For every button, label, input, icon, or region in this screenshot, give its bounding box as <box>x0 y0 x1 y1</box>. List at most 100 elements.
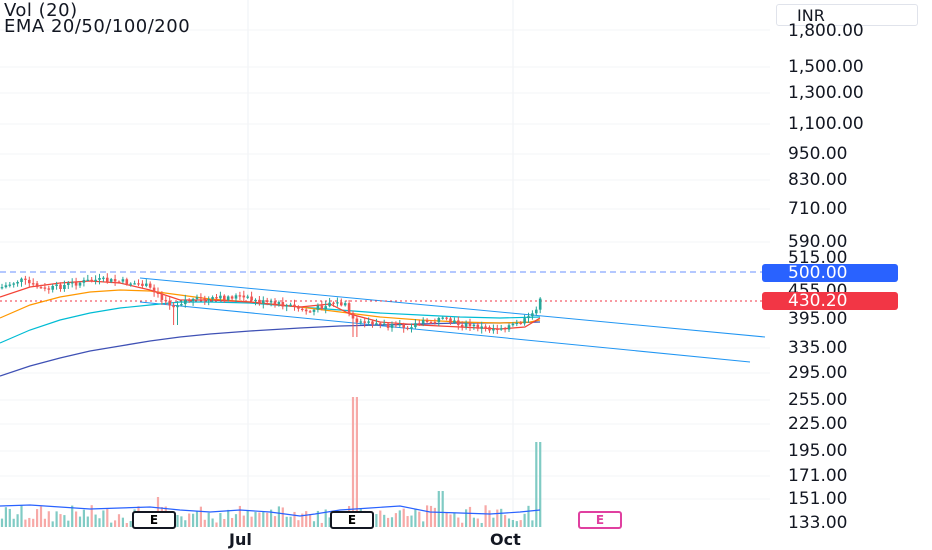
volume-bar <box>110 522 113 527</box>
price-tick: 255.00 <box>788 390 848 410</box>
candle-body <box>90 279 93 282</box>
volume-bar <box>102 510 105 527</box>
candle-body <box>20 278 23 282</box>
volume-bar <box>238 505 241 527</box>
candle-body <box>484 326 487 328</box>
volume-bar <box>258 512 261 527</box>
ema-100-line <box>0 301 541 344</box>
candle-body <box>457 320 460 325</box>
volume-bar <box>211 518 214 527</box>
ema-200-line <box>0 321 541 377</box>
candle-body <box>191 298 195 302</box>
candle-body <box>273 301 277 305</box>
volume-bar <box>86 516 89 527</box>
candle-body <box>113 279 117 282</box>
price-tick: 395.00 <box>788 309 848 329</box>
candle-body <box>367 321 370 323</box>
volume-bar <box>90 505 93 527</box>
candle-body <box>265 300 269 302</box>
volume-bar <box>215 522 218 527</box>
price-tick: 1,100.00 <box>788 114 864 134</box>
volume-bar <box>523 513 526 527</box>
candle-body <box>55 284 58 286</box>
candle-body <box>164 299 168 302</box>
volume-bar <box>309 514 312 527</box>
currency-selector[interactable]: INR <box>776 4 918 26</box>
candle-body <box>464 322 468 327</box>
volume-bar <box>297 520 300 527</box>
volume-bar <box>422 521 425 527</box>
candle-body <box>117 281 121 283</box>
candle-body <box>160 293 164 300</box>
volume-indicator-legend[interactable]: Vol (20) <box>4 0 78 21</box>
volume-bar <box>180 516 183 527</box>
volume-bar <box>519 520 522 527</box>
volume-bar <box>75 511 78 527</box>
volume-bar <box>504 515 507 527</box>
volume-bar <box>47 511 50 527</box>
volume-bar <box>406 516 409 527</box>
candle-body <box>492 328 495 331</box>
volume-bar <box>426 505 429 527</box>
volume-bar <box>71 505 74 527</box>
candle-body <box>355 318 359 323</box>
alert-price-label[interactable]: 500.00 <box>762 264 898 282</box>
volume-bar <box>117 514 121 527</box>
volume-bar <box>496 509 499 527</box>
volume-bar <box>441 491 444 527</box>
volume-bar <box>129 521 132 527</box>
volume-bar <box>78 516 82 527</box>
volume-bar <box>429 505 433 527</box>
price-chart-canvas[interactable] <box>0 0 770 528</box>
candle-body <box>215 297 218 299</box>
candle-body <box>152 287 156 293</box>
candle-body <box>148 283 152 288</box>
candle-body <box>363 321 366 323</box>
earnings-marker-1[interactable]: E <box>132 511 176 529</box>
candle-body <box>332 302 335 304</box>
candle-body <box>219 295 222 299</box>
candle-body <box>238 295 242 297</box>
volume-bar <box>468 506 472 527</box>
time-label-oct: Oct <box>490 530 521 549</box>
candle-body <box>351 313 355 319</box>
candle-body <box>519 322 522 325</box>
price-tick: 1,500.00 <box>788 57 864 77</box>
candle-body <box>168 300 171 306</box>
candle-body <box>234 295 238 299</box>
candle-body <box>0 287 4 289</box>
price-scale[interactable]: INR 1,800.00 1,500.00 1,300.00 1,100.00 … <box>762 0 932 550</box>
candle-body <box>141 283 144 286</box>
candle-body <box>39 287 43 289</box>
earnings-marker-2[interactable]: E <box>330 511 374 529</box>
candle-body <box>16 281 19 284</box>
volume-bar <box>328 517 331 527</box>
volume-bar <box>98 518 101 527</box>
volume-bar <box>176 515 179 527</box>
ema-indicator-legend[interactable]: EMA 20/50/100/200 <box>4 16 191 37</box>
candle-body <box>43 287 47 289</box>
volume-bar <box>20 505 23 527</box>
time-axis[interactable]: Jul Oct <box>0 528 770 550</box>
chart-pane[interactable]: Vol (20) EMA 20/50/100/200 E E E <box>0 0 770 529</box>
earnings-marker-upcoming[interactable]: E <box>578 511 622 529</box>
candle-body <box>137 283 140 285</box>
candle-body <box>402 324 405 328</box>
volume-bar <box>410 515 413 527</box>
volume-bar <box>507 518 511 527</box>
candle-body <box>230 296 234 299</box>
candle-body <box>293 304 296 307</box>
candle-body <box>70 282 74 284</box>
volume-bar <box>355 397 358 527</box>
candle-body <box>35 283 39 288</box>
candle-body <box>203 298 207 301</box>
candle-body <box>51 285 54 290</box>
volume-bar <box>242 515 245 527</box>
price-tick: 225.00 <box>788 414 848 434</box>
candle-body <box>285 305 288 307</box>
volume-bar <box>63 515 66 527</box>
candle-body <box>359 321 363 323</box>
candle-body <box>304 309 308 312</box>
candle-body <box>527 316 530 319</box>
price-tick: 195.00 <box>788 441 848 461</box>
